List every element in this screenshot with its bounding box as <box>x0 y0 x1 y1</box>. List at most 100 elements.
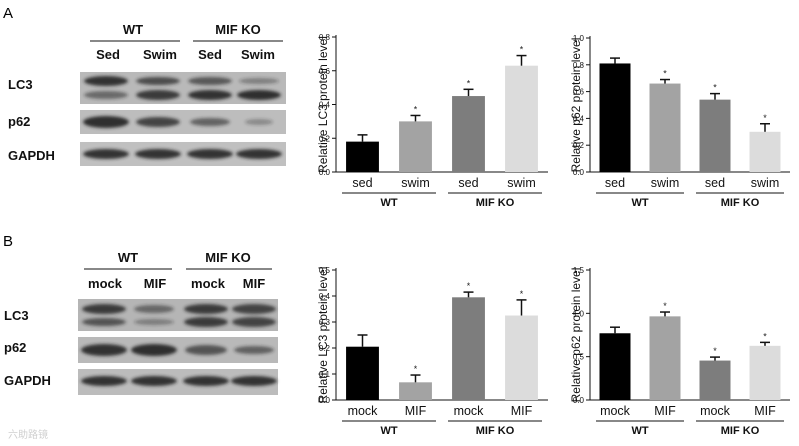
x-category-label: mock <box>454 404 485 418</box>
blot-a-lane-1: Sed <box>96 47 120 62</box>
group-label: MIF KO <box>476 425 515 437</box>
y-tick-label: 0.2 <box>319 344 331 353</box>
y-tick-label: 0.0 <box>319 168 331 177</box>
watermark-text: 六助路镜 <box>8 428 48 441</box>
blot-a-lc3-strip <box>80 72 286 104</box>
blot-a-lane-2: Swim <box>143 47 177 62</box>
y-tick-label: 1.5 <box>573 266 585 275</box>
y-tick-label: 0.2 <box>573 141 585 150</box>
significance-marker: * <box>520 289 524 299</box>
x-category-label: sed <box>705 176 725 190</box>
blot-b-lc3-strip <box>78 299 278 331</box>
x-category-label: swim <box>507 176 535 190</box>
blot-b-lane-4: MIF <box>243 276 265 291</box>
group-label: MIF KO <box>721 197 760 209</box>
blot-b-lane-3: mock <box>191 276 226 291</box>
y-tick-label: 0.6 <box>573 88 585 97</box>
y-tick-label: 0.0 <box>573 396 585 405</box>
x-category-label: MIF <box>654 404 676 418</box>
bar <box>505 65 538 172</box>
significance-marker: * <box>414 364 418 374</box>
x-category-label: mock <box>700 404 731 418</box>
significance-marker: * <box>763 331 767 341</box>
blot-b-gapdh-strip <box>78 369 278 395</box>
bar <box>699 99 731 172</box>
y-tick-label: 0.2 <box>319 134 331 143</box>
blot-panel-b: WT MIF KO mock MIF mock MIF LC3 p62 GAPD… <box>4 250 278 395</box>
blot-b-group-wt: WT <box>118 250 138 265</box>
x-category-label: sed <box>605 176 625 190</box>
bar <box>505 315 538 400</box>
blot-b-lane-1: mock <box>88 276 123 291</box>
blot-a-lane-4: Swim <box>241 47 275 62</box>
y-tick-label: 0.0 <box>573 168 585 177</box>
significance-marker: * <box>663 301 667 311</box>
blot-b-p62-strip <box>78 337 278 363</box>
y-tick-label: 0.8 <box>319 33 331 42</box>
blot-a-row-gapdh: GAPDH <box>8 148 55 163</box>
bar <box>399 121 432 172</box>
blot-b-row-lc3: LC3 <box>4 308 29 323</box>
panel-label-b: B <box>3 233 13 250</box>
blot-a-p62-strip <box>80 110 286 134</box>
significance-marker: * <box>763 113 767 123</box>
bar <box>649 316 681 400</box>
x-category-label: swim <box>401 176 429 190</box>
y-tick-label: 0.5 <box>573 353 585 362</box>
x-category-label: MIF <box>405 404 427 418</box>
bar <box>599 63 631 172</box>
y-tick-label: 0.5 <box>319 266 331 275</box>
x-category-label: sed <box>458 176 478 190</box>
x-category-label: mock <box>600 404 631 418</box>
y-tick-label: 0.1 <box>319 370 331 379</box>
group-label: WT <box>631 425 648 437</box>
blot-b-lane-2: MIF <box>144 276 166 291</box>
blot-a-row-p62: p62 <box>8 114 30 129</box>
y-tick-label: 0.4 <box>573 114 585 123</box>
bar <box>399 382 432 400</box>
blot-panel-a: WT MIF KO Sed Swim Sed Swim LC3 p62 GAPD… <box>8 22 286 166</box>
blot-a-row-lc3: LC3 <box>8 77 33 92</box>
y-tick-label: 0.6 <box>319 67 331 76</box>
bar <box>749 131 781 172</box>
x-category-label: swim <box>651 176 679 190</box>
bar <box>452 96 485 172</box>
y-axis-label: Relative LC3 protein level <box>316 36 330 173</box>
blot-a-gapdh-strip <box>80 142 286 166</box>
x-category-label: MIF <box>511 404 533 418</box>
group-label: MIF KO <box>721 425 760 437</box>
blot-b-row-p62: p62 <box>4 340 26 355</box>
y-tick-label: 1.0 <box>573 309 585 318</box>
group-label: WT <box>380 197 397 209</box>
y-tick-label: 0.4 <box>319 101 331 110</box>
significance-marker: * <box>663 69 667 79</box>
y-axis-label: Relative p62 protein level <box>569 38 583 173</box>
y-tick-label: 0.8 <box>573 61 585 70</box>
bar <box>346 346 379 400</box>
bar <box>749 345 781 400</box>
significance-marker: * <box>713 83 717 93</box>
significance-marker: * <box>520 45 524 55</box>
group-label: WT <box>380 425 397 437</box>
y-axis-label: Relative p62 protein level <box>569 268 583 403</box>
significance-marker: * <box>467 281 471 291</box>
blot-a-group-mifko: MIF KO <box>215 22 261 37</box>
panel-label-a: A <box>3 5 13 22</box>
y-tick-label: 0.0 <box>319 396 331 405</box>
y-axis-label: Relative LC3 protein level <box>316 267 330 404</box>
x-category-label: swim <box>751 176 779 190</box>
bar <box>649 83 681 172</box>
x-category-label: mock <box>348 404 379 418</box>
y-tick-label: 0.3 <box>319 318 331 327</box>
blot-a-group-wt: WT <box>123 22 143 37</box>
group-label: WT <box>631 197 648 209</box>
blot-a-lane-3: Sed <box>198 47 222 62</box>
blot-b-group-mifko: MIF KO <box>205 250 251 265</box>
x-category-label: MIF <box>754 404 776 418</box>
blot-b-row-gapdh: GAPDH <box>4 373 51 388</box>
significance-marker: * <box>467 78 471 88</box>
